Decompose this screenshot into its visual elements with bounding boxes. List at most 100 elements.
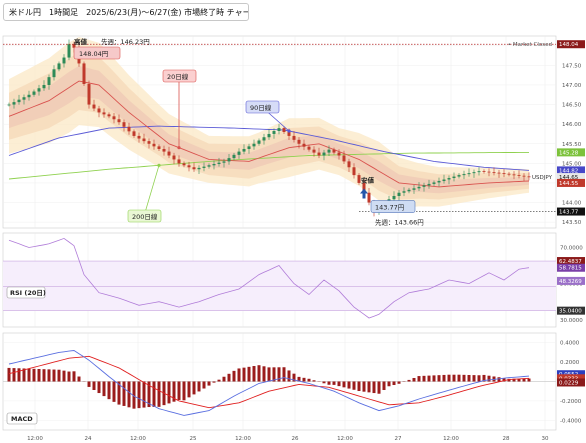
low-price-tag-bg [557, 207, 585, 216]
rsi-panel: RSI (20日) [3, 237, 556, 319]
macd-tick-label: 0.2000 [560, 360, 580, 366]
macd-tick-label: -0.2000 [560, 399, 582, 405]
macd-histogram-bar [177, 381, 181, 400]
macd-histogram-bar [397, 381, 401, 384]
macd-histogram-bar [227, 373, 231, 382]
candle-body [207, 165, 211, 167]
macd-histogram-bar [247, 366, 251, 382]
candle-body [247, 146, 251, 149]
macd-histogram-bar [372, 381, 376, 394]
candle-body [502, 173, 506, 174]
candle-body [302, 143, 306, 147]
candle-body [187, 165, 191, 168]
candle-body [222, 161, 226, 163]
macd-tick-label: -0.4000 [560, 418, 582, 424]
low-value-box [370, 200, 416, 213]
market-status: • Market Closed [508, 42, 552, 48]
macd-histogram-bar [292, 373, 296, 382]
macd-histogram-bar [497, 377, 501, 382]
ma200-tag-bg [557, 148, 585, 157]
macd-histogram-bar [507, 378, 511, 382]
x-tick-label: 12:00 [337, 436, 353, 442]
candle-body [442, 179, 446, 181]
macd-histogram-bar [192, 381, 196, 395]
candle-body [337, 152, 341, 156]
chart-title: 米ドル円 1時間足 2025/6/23(月)〜6/27(金) 市場終了時 チャー… [3, 3, 249, 21]
candle-body [422, 185, 426, 187]
macd-histogram-bar [287, 370, 291, 382]
candle-body [72, 44, 76, 48]
candle-body [507, 173, 511, 175]
ma20-tag: 144.55 [559, 181, 579, 187]
macd-histogram-bar [7, 367, 11, 382]
candle-body [137, 135, 141, 139]
rsi-mid-tag-bg [557, 276, 585, 285]
rsi-value-tag-bg [557, 263, 585, 272]
macd-histogram-bar [282, 367, 286, 382]
candle-body [182, 163, 186, 166]
macd-tick-label: 0.4000 [560, 341, 580, 347]
ma90-callout-box [245, 100, 280, 114]
macd-histogram-bar [102, 381, 106, 397]
macd-histogram-bar [302, 377, 306, 382]
macd-histogram-bar [57, 369, 61, 382]
macd-histogram-bar [67, 371, 71, 382]
candle-body [142, 138, 146, 142]
rsi-zone [3, 261, 556, 311]
rsi-lower-tag-bg [557, 306, 585, 315]
x-tick-label: 28 [503, 436, 510, 442]
macd-histogram-bar [142, 381, 146, 408]
candle-body [32, 91, 36, 95]
candle-body [392, 196, 396, 200]
candle-body [67, 44, 71, 58]
macd-histogram-bar [407, 379, 411, 382]
symbol-label: USDJPY [532, 175, 553, 181]
macd-histogram-bar [357, 381, 361, 392]
x-tick-label: 27 [395, 436, 402, 442]
macd-hist-tag-bg [557, 378, 585, 387]
macd-histogram-bar [222, 376, 226, 382]
macd-histogram-bar [412, 377, 416, 382]
x-tick-label: 26 [292, 436, 299, 442]
candle-body [197, 167, 201, 170]
macd-histogram-bar [212, 381, 216, 383]
candle-body [102, 112, 106, 115]
candle-body [477, 171, 481, 173]
macd-histogram-bar [242, 367, 246, 382]
macd-histogram-bar [482, 374, 486, 382]
candle-body [317, 152, 321, 156]
candle-body [482, 171, 486, 172]
candle-body [17, 99, 21, 103]
macd-label: MACD [11, 415, 33, 423]
candle-body [522, 175, 526, 177]
ma200-callout-pointer [143, 165, 160, 217]
candle-body [27, 94, 31, 98]
candle-body [167, 151, 171, 156]
y-tick-label: 147.00 [562, 83, 582, 89]
macd-histogram-bar [367, 381, 371, 393]
candle-body [52, 69, 56, 78]
macd-histogram-bar [37, 369, 41, 382]
low-value: 143.77円 [375, 204, 404, 212]
candle-body [122, 122, 126, 127]
candle-body [12, 102, 16, 105]
y-tick-label: 143.50 [562, 220, 582, 226]
candle-body [42, 84, 46, 89]
candle-body [267, 133, 271, 138]
macd-histogram-bar [17, 368, 21, 382]
bollinger-band [9, 37, 529, 209]
candle-body [312, 149, 316, 153]
ma90-tag: 144.82 [559, 168, 578, 174]
rsi-lower-tag: 35.0400 [559, 309, 582, 315]
y-tick-label: 146.00 [562, 122, 582, 128]
up-arrow-icon [360, 188, 368, 199]
candle-body [322, 152, 326, 156]
macd-histogram-bar [42, 369, 46, 382]
macd-histogram-bar [457, 374, 461, 382]
candle-body [117, 119, 121, 123]
rsi-tick-label: 70.0000 [560, 245, 583, 251]
candle-body [227, 158, 231, 162]
macd-histogram-bar [107, 381, 111, 400]
macd-histogram-bar [207, 381, 211, 386]
